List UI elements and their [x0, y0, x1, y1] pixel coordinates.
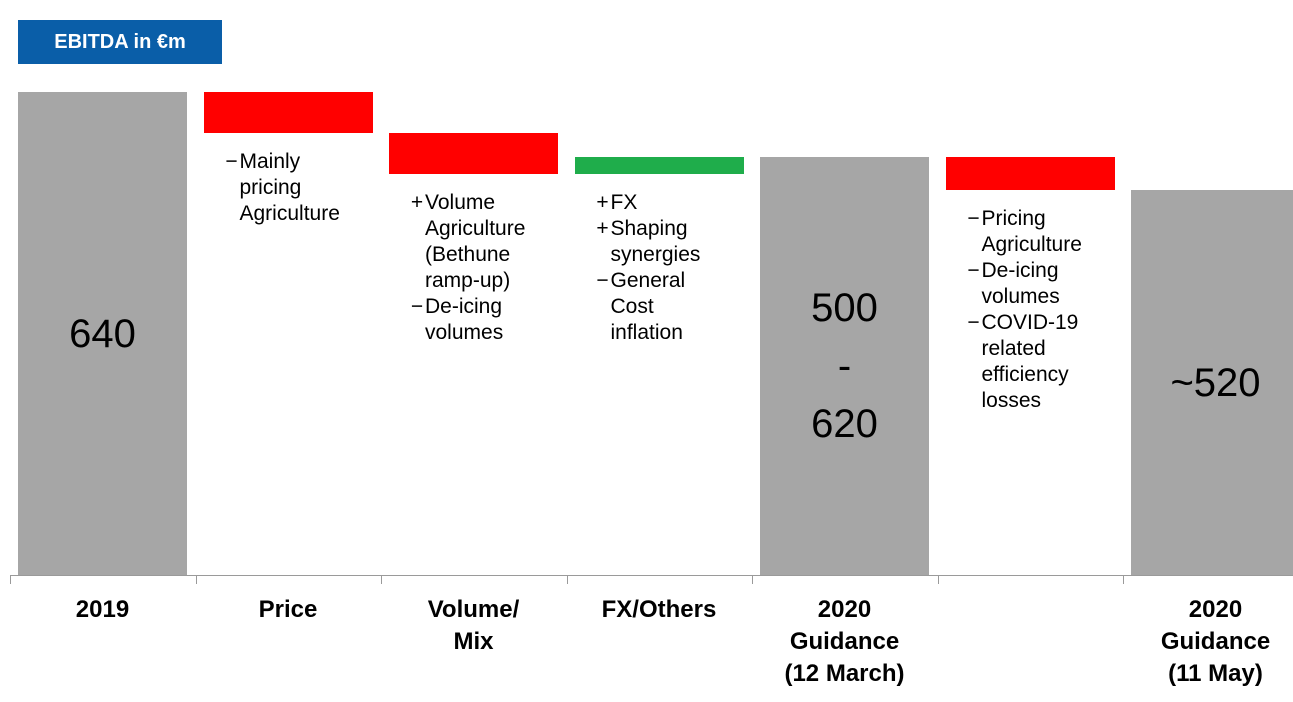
annotation-text: De-icing volumes — [981, 259, 1060, 309]
annotation-sign: − — [967, 259, 980, 283]
bar — [1131, 190, 1293, 575]
bar — [945, 157, 1115, 191]
annotation-item: − De-icing volumes — [966, 258, 1116, 310]
annotation-item: − Pricing Agriculture — [966, 206, 1116, 258]
value-label: 500 - 620 — [811, 286, 878, 447]
annotation-item: − Mainly pricing Agriculture — [224, 149, 374, 227]
annotation-item: + FX — [595, 190, 745, 216]
annotation-sign: + — [596, 190, 609, 214]
chart-title: EBITDA in €m — [18, 20, 222, 64]
x-tick — [10, 575, 11, 584]
annotation-sign: + — [596, 216, 609, 240]
x-tick — [381, 575, 382, 584]
annotation-item: − COVID-19 related efficiency losses — [966, 310, 1116, 414]
annotation-text: COVID-19 related efficiency losses — [981, 311, 1079, 413]
annotation: + FX + Shaping synergies − General Cost infla… — [595, 190, 745, 346]
annotation-text: De-icing volumes — [425, 294, 504, 344]
annotation: − Mainly pricing Agriculture — [224, 149, 374, 227]
annotation-item: + Shaping synergies — [595, 216, 745, 268]
x-tick-label: Price — [258, 596, 318, 623]
bar — [389, 132, 558, 174]
annotation-item: + Volume Agriculture (Bethune ramp-up) — [409, 190, 559, 294]
x-tick — [752, 575, 753, 584]
annotation-text: Pricing Agriculture — [981, 207, 1082, 257]
annotation-text: Mainly pricing Agriculture — [239, 149, 340, 225]
annotation-sign: − — [410, 294, 424, 318]
annotation-sign: − — [225, 149, 238, 173]
x-tick-label: 2020 Guidance (11 May) — [1160, 596, 1271, 687]
x-tick-label: 2019 — [75, 596, 130, 623]
value-label: ~520 — [1170, 360, 1261, 405]
x-tick-label: FX/Others — [601, 596, 717, 623]
annotation-item: − De-icing volumes — [409, 294, 559, 346]
annotation-text: FX — [610, 190, 638, 214]
annotation-item: − General Cost inflation — [595, 268, 745, 346]
value-label: 640 — [69, 311, 136, 356]
x-tick — [1123, 575, 1124, 584]
x-tick — [937, 575, 939, 584]
annotation-text: Volume Agriculture (Bethune ramp-up) — [425, 190, 526, 292]
bar — [203, 92, 373, 133]
annotation-text: Shaping synergies — [610, 216, 701, 266]
bar — [574, 157, 744, 174]
x-tick-label: 2020 Guidance (12 March) — [784, 596, 905, 687]
annotation: + Volume Agriculture (Bethune ramp-up) − De… — [409, 190, 559, 346]
annotation-sign: − — [967, 207, 980, 231]
annotation-sign: − — [967, 311, 980, 335]
bar — [18, 92, 187, 575]
x-axis — [10, 575, 1293, 576]
annotation-text: General Cost inflation — [610, 268, 686, 344]
x-tick — [195, 575, 197, 584]
annotation: − Pricing Agriculture − De-icing volumes − CO… — [966, 206, 1116, 414]
x-tick — [566, 575, 568, 584]
bar — [760, 157, 929, 575]
annotation-sign: − — [596, 268, 609, 292]
annotation-sign: + — [410, 190, 424, 214]
x-tick-label: Volume/ Mix — [427, 596, 520, 655]
